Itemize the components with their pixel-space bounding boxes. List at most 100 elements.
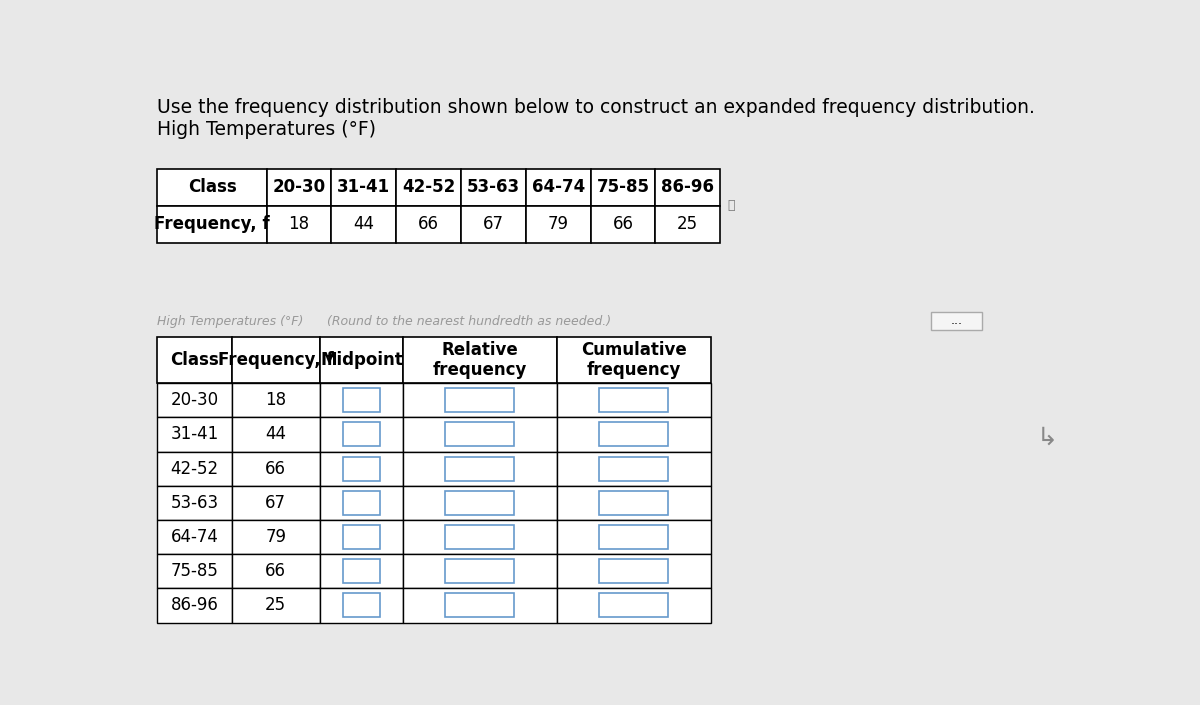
- Bar: [157, 337, 232, 383]
- Bar: [557, 452, 710, 486]
- Text: 67: 67: [482, 215, 504, 233]
- Bar: [445, 491, 515, 515]
- Bar: [157, 417, 232, 452]
- Text: Class: Class: [170, 351, 218, 369]
- Bar: [445, 594, 515, 618]
- Bar: [157, 589, 232, 623]
- Bar: [343, 491, 380, 515]
- Bar: [557, 384, 710, 417]
- Text: 25: 25: [265, 596, 287, 615]
- Text: 66: 66: [265, 563, 287, 580]
- Text: Frequency, f: Frequency, f: [155, 215, 270, 233]
- Bar: [403, 554, 557, 589]
- Text: 53-63: 53-63: [467, 178, 520, 196]
- Bar: [403, 337, 557, 383]
- Bar: [157, 520, 232, 554]
- Text: High Temperatures (°F): High Temperatures (°F): [157, 315, 304, 329]
- Bar: [343, 388, 380, 412]
- Text: Relative
frequency: Relative frequency: [432, 341, 527, 379]
- Bar: [396, 168, 461, 206]
- Text: 44: 44: [265, 425, 287, 443]
- Bar: [320, 337, 403, 383]
- Bar: [403, 589, 557, 623]
- Text: High Temperatures (°F): High Temperatures (°F): [157, 120, 377, 139]
- Bar: [599, 388, 668, 412]
- Bar: [445, 559, 515, 583]
- Text: Class: Class: [187, 178, 236, 196]
- Text: 64-74: 64-74: [170, 528, 218, 546]
- Text: 18: 18: [288, 215, 310, 233]
- Bar: [343, 525, 380, 549]
- Bar: [320, 589, 403, 623]
- Bar: [403, 486, 557, 520]
- Bar: [461, 168, 526, 206]
- Text: 67: 67: [265, 494, 287, 512]
- Bar: [526, 168, 590, 206]
- Bar: [320, 417, 403, 452]
- Text: (Round to the nearest hundredth as needed.): (Round to the nearest hundredth as neede…: [326, 315, 611, 329]
- Bar: [403, 520, 557, 554]
- Bar: [599, 422, 668, 446]
- Bar: [331, 206, 396, 243]
- Bar: [266, 206, 331, 243]
- Text: Cumulative
frequency: Cumulative frequency: [581, 341, 686, 379]
- Bar: [232, 384, 320, 417]
- Bar: [445, 525, 515, 549]
- Bar: [157, 452, 232, 486]
- Bar: [157, 206, 266, 243]
- Text: 64-74: 64-74: [532, 178, 584, 196]
- Text: 53-63: 53-63: [170, 494, 218, 512]
- Text: Frequency, f: Frequency, f: [218, 351, 334, 369]
- Bar: [157, 168, 266, 206]
- Bar: [157, 554, 232, 589]
- Bar: [157, 486, 232, 520]
- Bar: [445, 422, 515, 446]
- Bar: [557, 589, 710, 623]
- Bar: [331, 168, 396, 206]
- Bar: [232, 452, 320, 486]
- Bar: [157, 384, 232, 417]
- Bar: [320, 384, 403, 417]
- Text: 42-52: 42-52: [402, 178, 455, 196]
- Bar: [343, 457, 380, 481]
- Text: 86-96: 86-96: [170, 596, 218, 615]
- Bar: [320, 486, 403, 520]
- Text: 25: 25: [677, 215, 698, 233]
- Text: 31-41: 31-41: [337, 178, 390, 196]
- Bar: [232, 589, 320, 623]
- Bar: [320, 520, 403, 554]
- Bar: [232, 337, 320, 383]
- Bar: [599, 559, 668, 583]
- Bar: [655, 168, 720, 206]
- Bar: [655, 206, 720, 243]
- Text: 79: 79: [265, 528, 287, 546]
- Text: ...: ...: [950, 314, 962, 327]
- Bar: [232, 520, 320, 554]
- Bar: [232, 554, 320, 589]
- Bar: [266, 168, 331, 206]
- Bar: [461, 206, 526, 243]
- Bar: [232, 417, 320, 452]
- Bar: [557, 417, 710, 452]
- Bar: [526, 206, 590, 243]
- Text: 20-30: 20-30: [170, 391, 218, 410]
- Bar: [599, 457, 668, 481]
- Text: Use the frequency distribution shown below to construct an expanded frequency di: Use the frequency distribution shown bel…: [157, 98, 1036, 117]
- Text: 18: 18: [265, 391, 287, 410]
- Text: 66: 66: [612, 215, 634, 233]
- Text: 66: 66: [418, 215, 439, 233]
- Bar: [232, 486, 320, 520]
- Text: 66: 66: [265, 460, 287, 478]
- Bar: [599, 594, 668, 618]
- Bar: [343, 559, 380, 583]
- Bar: [403, 417, 557, 452]
- Text: 75-85: 75-85: [596, 178, 649, 196]
- Bar: [557, 486, 710, 520]
- Text: ⧉: ⧉: [727, 199, 736, 212]
- Bar: [320, 452, 403, 486]
- Text: 75-85: 75-85: [170, 563, 218, 580]
- Bar: [343, 594, 380, 618]
- Text: 86-96: 86-96: [661, 178, 714, 196]
- Bar: [590, 168, 655, 206]
- Bar: [403, 452, 557, 486]
